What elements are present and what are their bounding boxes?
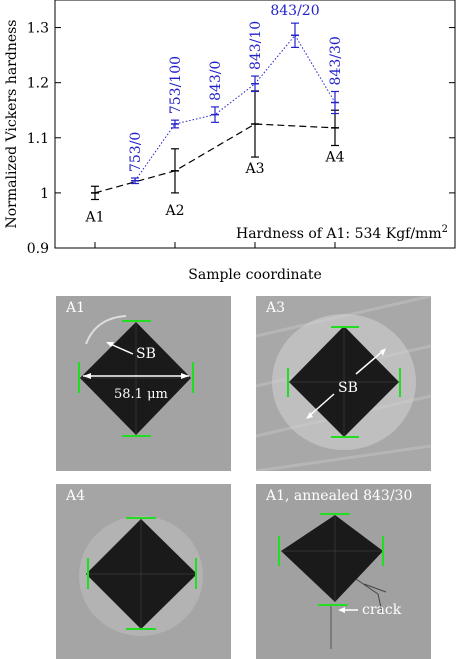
width-label: 58.1 μm bbox=[114, 387, 168, 402]
point-label-A3: A3 bbox=[244, 161, 264, 177]
data-point bbox=[251, 75, 259, 93]
point-label-blue: 843/20 bbox=[270, 3, 319, 19]
data-point bbox=[331, 109, 339, 147]
hardness-chart: 0.9 1 1.1 1.2 1.3 A1 A2 A3 A4 753/0 753/100 843/0 8… bbox=[4, 0, 456, 283]
point-label-blue: 843/0 bbox=[208, 61, 224, 101]
point-label-blue: 843/10 bbox=[248, 21, 264, 70]
micrograph-label-a1-annealed: A1, annealed 843/30 bbox=[266, 488, 413, 504]
y-tick-label: 1.2 bbox=[27, 76, 49, 92]
micrograph-a4: A4 bbox=[56, 484, 231, 659]
series-line-0 bbox=[94, 123, 336, 194]
sb-label-a3: SB bbox=[338, 380, 358, 396]
data-point bbox=[251, 90, 259, 158]
x-axis-title: Sample coordinate bbox=[188, 267, 322, 283]
y-tick-label: 1 bbox=[40, 186, 49, 202]
point-label-A1: A1 bbox=[84, 210, 104, 226]
data-point bbox=[331, 90, 339, 115]
series-line-1 bbox=[134, 34, 336, 182]
y-tick-label: 1.3 bbox=[27, 21, 49, 37]
micrograph-a1: SB 58.1 μm A1 bbox=[56, 296, 231, 471]
sb-label-a1: SB bbox=[136, 346, 156, 362]
data-point bbox=[291, 22, 299, 48]
annotation-sup: 2 bbox=[442, 224, 448, 235]
micrograph-label-a1: A1 bbox=[66, 300, 86, 316]
micrograph-label-a3: A3 bbox=[266, 300, 286, 316]
annotation-main: Hardness of A1: 534 Kgf/mm bbox=[236, 226, 442, 242]
point-label-A4: A4 bbox=[324, 149, 344, 165]
y-tick-label: 1.1 bbox=[27, 131, 49, 147]
crack-label: crack bbox=[362, 602, 402, 618]
y-axis-title: Normalized Vickers hardness bbox=[4, 20, 20, 229]
micrograph-label-a4: A4 bbox=[66, 488, 86, 504]
y-tick-label: 0.9 bbox=[27, 241, 49, 257]
annotation-text: Hardness of A1: 534 Kgf/mm2 bbox=[236, 224, 448, 242]
data-point bbox=[171, 148, 179, 194]
data-point bbox=[91, 185, 99, 201]
micrograph-a3: SB A3 bbox=[256, 296, 431, 471]
point-label-A2: A2 bbox=[164, 203, 184, 219]
point-label-blue: 753/100 bbox=[168, 56, 184, 114]
data-point bbox=[171, 119, 179, 129]
data-point bbox=[211, 106, 219, 123]
data-point bbox=[131, 177, 139, 185]
point-label-blue: 753/0 bbox=[128, 132, 144, 172]
micrograph-a1-annealed: crack A1, annealed 843/30 bbox=[256, 484, 431, 659]
point-label-blue: 843/30 bbox=[328, 36, 344, 85]
